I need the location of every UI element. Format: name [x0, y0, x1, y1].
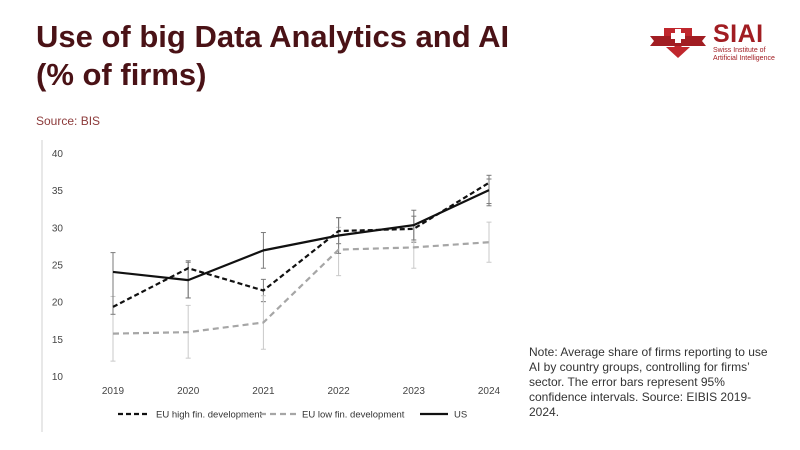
legend-label: EU high fin. development [156, 410, 263, 421]
x-tick-label: 2022 [327, 386, 350, 397]
logo-name: SIAI [713, 20, 764, 48]
legend-label: US [454, 410, 467, 421]
logo-subtitle-line-2: Artificial Intelligence [713, 55, 775, 62]
chart-note: Note: Average share of firms reporting t… [529, 345, 768, 419]
logo-subtitle: Swiss Institute of Artificial Intelligen… [713, 47, 783, 63]
legend-label: EU low fin. development [302, 410, 405, 421]
y-tick-label: 10 [52, 372, 64, 383]
y-tick-label: 30 [52, 223, 64, 234]
x-tick-label: 2023 [403, 386, 426, 397]
y-tick-label: 25 [52, 261, 64, 272]
x-tick-label: 2020 [177, 386, 200, 397]
title-line-1: Use of big Data Analytics and AI [36, 19, 510, 54]
swiss-cross-shield-icon [650, 28, 706, 58]
x-tick-label: 2024 [478, 386, 501, 397]
source-label: Source: BIS [36, 114, 101, 128]
y-tick-label: 40 [52, 149, 64, 160]
page-title: Use of big Data Analytics and AI (% of f… [36, 18, 556, 94]
title-line-2: (% of firms) [36, 57, 207, 92]
siai-logo: SIAI Swiss Institute of Artificial Intel… [648, 20, 778, 64]
logo-subtitle-line-1: Swiss Institute of [713, 47, 766, 54]
x-tick-label: 2021 [252, 386, 275, 397]
x-tick-label: 2019 [102, 386, 125, 397]
y-tick-label: 35 [52, 186, 64, 197]
y-tick-label: 15 [52, 335, 64, 346]
series-line-us [112, 189, 490, 282]
series-line-eu-low-fin-development [112, 241, 490, 335]
y-tick-label: 20 [52, 298, 64, 309]
series-line-eu-high-fin-development [112, 181, 490, 308]
